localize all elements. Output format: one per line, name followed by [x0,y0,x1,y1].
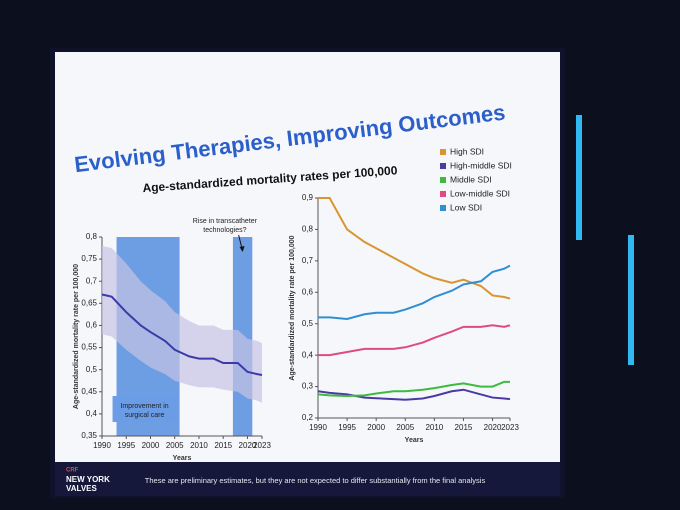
y-tick-label: 0,4 [302,350,314,359]
x-axis-label: Years [405,437,424,444]
logo-line: NEW YORK [66,475,110,484]
arrow-head [239,246,245,252]
y-tick-label: 0,7 [302,256,314,265]
series-line [318,197,511,300]
x-tick-label: 2000 [142,441,160,450]
y-tick-label: 0,45 [81,387,97,396]
legend-swatch [440,177,446,183]
x-tick-label: 1990 [309,423,327,432]
x-tick-label: 2010 [425,423,443,432]
x-tick-label: 2015 [214,441,232,450]
y-tick-label: 0,6 [302,287,314,296]
y-axis-label: Age-standardized mortality rate per 100,… [289,235,296,380]
annotation-box [112,396,177,422]
x-tick-label: 1995 [117,441,135,450]
y-tick-label: 0,9 [302,193,314,202]
y-tick-label: 0,3 [302,382,314,391]
annotation: Improvement in [120,403,168,410]
y-tick-label: 0,8 [86,232,98,241]
logo-line: VALVES [66,484,97,493]
footer-band [55,462,560,496]
annotation: Rise in transcatheter [193,218,258,225]
y-tick-label: 0,4 [86,409,98,418]
x-tick-label: 2010 [190,441,208,450]
x-tick-label: 2000 [367,423,385,432]
x-axis-label: Years [173,455,192,462]
y-tick-label: 0,55 [81,343,97,352]
annotation: technologies? [203,227,246,234]
x-tick-label: 2005 [166,441,184,450]
x-tick-label: 1995 [338,423,356,432]
footer-note: These are preliminary estimates, but the… [145,476,486,485]
legend-label: High SDI [450,146,484,156]
y-tick-label: 0,2 [302,413,314,422]
x-tick-label: 2023 [253,441,271,450]
series-line [318,264,511,321]
y-tick-label: 0,6 [86,321,98,330]
y-tick-label: 0,5 [302,319,314,328]
stage-light [576,115,582,240]
y-tick-label: 0,35 [81,431,97,440]
y-axis-label: Age-standardized mortality rate per 100,… [73,264,80,409]
y-tick-label: 0,65 [81,298,97,307]
legend-swatch [440,191,446,197]
y-tick-label: 0,8 [302,225,314,234]
legend-swatch [440,163,446,169]
x-tick-label: 2020 [484,423,502,432]
annotation: surgical care [125,412,165,419]
y-tick-label: 0,5 [86,365,98,374]
x-tick-label: 2023 [501,423,519,432]
series-line [317,380,510,398]
series-line [318,324,511,357]
stage-light [628,235,634,365]
y-tick-label: 0,75 [81,254,97,263]
legend-label: Middle SDI [450,174,492,184]
x-tick-label: 2015 [455,423,473,432]
legend-swatch [440,205,446,211]
legend-swatch [440,149,446,155]
x-tick-label: 2005 [396,423,414,432]
legend-label: Low-middle SDI [450,188,510,198]
y-tick-label: 0,7 [86,276,98,285]
logo-brand: CRF [66,468,79,474]
legend-label: High-middle SDI [450,160,512,170]
legend-label: Low SDI [450,202,482,212]
x-tick-label: 2020 [239,441,257,450]
uncertainty-band [102,245,262,403]
x-tick-label: 1990 [93,441,111,450]
series-line [101,293,263,376]
